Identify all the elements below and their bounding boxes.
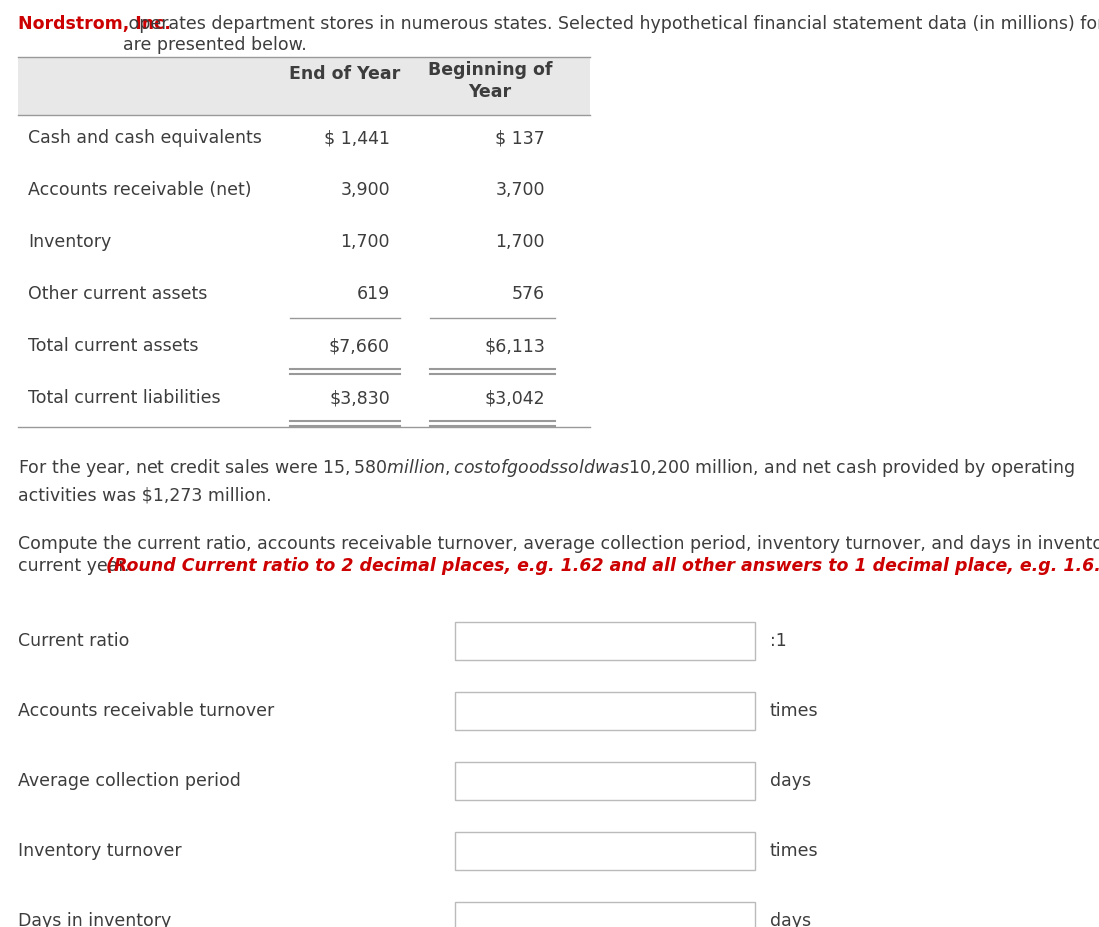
Bar: [455, 622, 755, 660]
Text: Cash and cash equivalents: Cash and cash equivalents: [27, 129, 262, 147]
Text: 3,900: 3,900: [341, 181, 390, 199]
Bar: [455, 692, 755, 730]
Text: $3,042: $3,042: [485, 389, 545, 407]
Text: Current ratio: Current ratio: [18, 632, 130, 650]
Text: 619: 619: [357, 285, 390, 303]
Bar: [455, 762, 755, 800]
Text: $7,660: $7,660: [329, 337, 390, 355]
Bar: [455, 832, 755, 870]
Text: 3,700: 3,700: [496, 181, 545, 199]
Text: days: days: [770, 772, 811, 790]
Text: (Round Current ratio to 2 decimal places, e.g. 1.62 and all other answers to 1 d: (Round Current ratio to 2 decimal places…: [106, 557, 1099, 575]
Text: Beginning of
Year: Beginning of Year: [428, 61, 553, 101]
Bar: [455, 902, 755, 927]
Bar: [18, 57, 590, 115]
Text: days: days: [770, 912, 811, 927]
Text: Days in inventory: Days in inventory: [18, 912, 171, 927]
Text: $ 137: $ 137: [496, 129, 545, 147]
Text: $3,830: $3,830: [330, 389, 390, 407]
Text: Inventory: Inventory: [27, 233, 111, 251]
Text: Total current liabilities: Total current liabilities: [27, 389, 221, 407]
Text: :1: :1: [770, 632, 787, 650]
Text: Compute the current ratio, accounts receivable turnover, average collection peri: Compute the current ratio, accounts rece…: [18, 535, 1099, 553]
Text: $6,113: $6,113: [485, 337, 545, 355]
Text: Average collection period: Average collection period: [18, 772, 241, 790]
Text: operates department stores in numerous states. Selected hypothetical financial s: operates department stores in numerous s…: [123, 15, 1099, 54]
Text: 576: 576: [512, 285, 545, 303]
Text: Nordstrom, Inc.: Nordstrom, Inc.: [18, 15, 170, 33]
Text: For the year, net credit sales were $15,580 million, cost of goods sold was $10,: For the year, net credit sales were $15,…: [18, 457, 1075, 504]
Text: times: times: [770, 842, 819, 860]
Text: $ 1,441: $ 1,441: [324, 129, 390, 147]
Text: 1,700: 1,700: [496, 233, 545, 251]
Text: times: times: [770, 702, 819, 720]
Text: 1,700: 1,700: [341, 233, 390, 251]
Text: Accounts receivable turnover: Accounts receivable turnover: [18, 702, 275, 720]
Text: Inventory turnover: Inventory turnover: [18, 842, 181, 860]
Text: Other current assets: Other current assets: [27, 285, 208, 303]
Text: Accounts receivable (net): Accounts receivable (net): [27, 181, 252, 199]
Text: Total current assets: Total current assets: [27, 337, 199, 355]
Text: current year.: current year.: [18, 557, 135, 575]
Text: End of Year: End of Year: [289, 65, 401, 83]
